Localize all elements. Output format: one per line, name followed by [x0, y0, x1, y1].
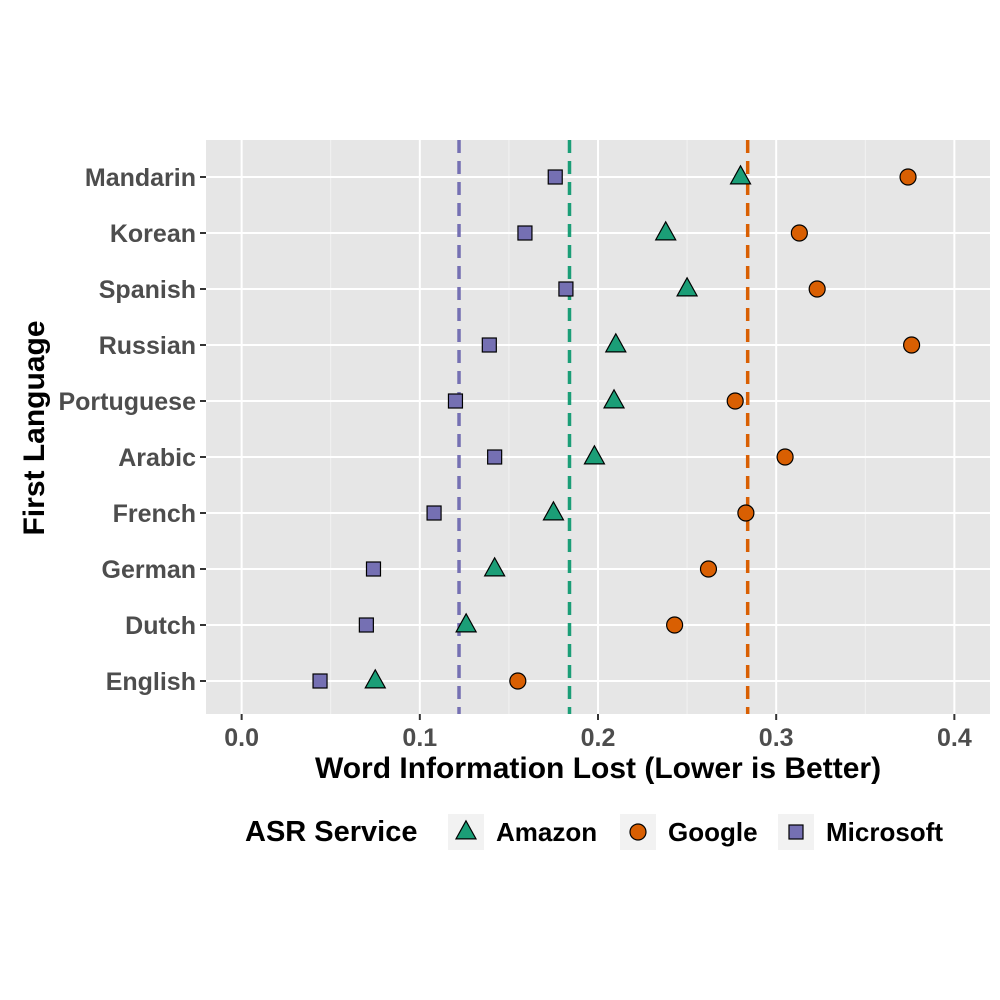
- point-amazon-arabic: [583, 444, 606, 465]
- point-amazon-german: [483, 556, 506, 577]
- y-axis-title: First Language: [18, 320, 51, 535]
- x-tick-label: 0.0: [224, 724, 259, 752]
- legend-key-microsoft: [788, 824, 804, 840]
- legend-label-google: Google: [668, 817, 758, 847]
- point-amazon-spanish: [676, 276, 699, 297]
- point-google-spanish: [808, 280, 826, 298]
- legend-title: ASR Service: [245, 816, 418, 848]
- x-tick-label: 0.2: [581, 724, 616, 752]
- x-axis: 0.0 0.1 0.2 0.3 0.4: [224, 714, 972, 752]
- x-tick-label: 0.1: [402, 724, 437, 752]
- y-tick-label: Korean: [110, 220, 196, 248]
- point-microsoft-spanish: [558, 281, 574, 297]
- point-google-korean: [790, 224, 808, 242]
- point-amazon-english: [364, 668, 387, 689]
- y-tick-label: German: [102, 556, 196, 584]
- x-tick-label: 0.3: [759, 724, 794, 752]
- legend-key-google: [629, 823, 647, 841]
- legend: ASR Service Amazon Google Microsoft: [245, 814, 943, 850]
- point-microsoft-korean: [517, 225, 533, 241]
- data-points: [312, 164, 921, 690]
- point-google-russian: [902, 336, 921, 354]
- y-tick-label: French: [113, 500, 196, 528]
- y-tick-label: Portuguese: [58, 388, 196, 416]
- point-google-mandarin: [899, 168, 917, 186]
- point-amazon-russian: [604, 332, 627, 353]
- point-microsoft-english: [312, 673, 328, 689]
- y-tick-label: Spanish: [99, 276, 196, 304]
- point-microsoft-russian: [481, 337, 497, 353]
- point-microsoft-mandarin: [547, 169, 563, 185]
- point-google-arabic: [776, 448, 794, 466]
- legend-label-microsoft: Microsoft: [826, 817, 943, 847]
- y-tick-label: Mandarin: [85, 164, 196, 192]
- point-google-portuguese: [726, 392, 744, 410]
- y-tick-label: Arabic: [118, 444, 196, 472]
- x-tick-label: 0.4: [937, 724, 972, 752]
- point-microsoft-arabic: [487, 449, 503, 465]
- point-google-german: [699, 560, 718, 578]
- legend-label-amazon: Amazon: [496, 817, 597, 847]
- point-amazon-french: [542, 500, 565, 521]
- x-axis-title: Word Information Lost (Lower is Better): [315, 752, 881, 785]
- point-amazon-dutch: [455, 612, 478, 633]
- point-microsoft-german: [365, 561, 382, 577]
- point-google-english: [509, 672, 527, 690]
- point-amazon-mandarin: [729, 164, 752, 185]
- point-microsoft-portuguese: [447, 393, 464, 409]
- mean-lines: [457, 140, 750, 714]
- point-amazon-korean: [654, 220, 677, 241]
- y-tick-label: Dutch: [125, 612, 196, 640]
- point-amazon-portuguese: [603, 388, 626, 409]
- legend-key-amazon: [454, 819, 478, 840]
- point-google-french: [737, 504, 755, 522]
- point-microsoft-dutch: [358, 617, 374, 633]
- point-google-dutch: [666, 616, 684, 634]
- y-axis: Mandarin Korean Spanish Russian Portuguese Ar…: [58, 164, 206, 696]
- point-microsoft-french: [426, 505, 442, 521]
- y-tick-label: English: [106, 668, 196, 696]
- y-tick-label: Russian: [99, 332, 196, 360]
